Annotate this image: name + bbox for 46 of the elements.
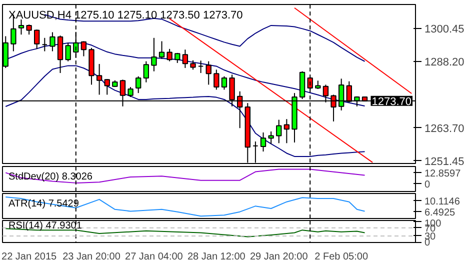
candlestick [284, 118, 290, 144]
candlestick [190, 60, 196, 70]
x-tick-label: 28 Jan 12:00 [188, 252, 246, 262]
candlestick [158, 40, 165, 60]
y-tick-label: 1288.20 [424, 56, 464, 69]
candlestick [260, 132, 266, 152]
line-series [5, 196, 366, 217]
x-tick-label: 2 Feb 05:00 [314, 252, 368, 262]
candlestick [50, 32, 56, 52]
candlestick [65, 42, 71, 62]
candlestick [166, 48, 172, 62]
candlestick [57, 35, 64, 74]
y-tick-label: 6.4925 [424, 207, 456, 218]
candlestick [26, 24, 32, 36]
y-tick-label: 12.8597 [424, 168, 462, 180]
candlestick [206, 60, 212, 86]
candlestick [198, 60, 204, 74]
chart-title: XAUUSD,H4 1275.10 1275.10 1273.50 1273.70 [8, 10, 243, 22]
candlestick [182, 49, 188, 68]
line-series [5, 65, 366, 157]
candlestick [221, 76, 228, 90]
candlestick [143, 60, 149, 83]
x-tick-label: 22 Jan 2015 [2, 252, 58, 262]
candlestick [268, 130, 274, 144]
y-tick-label: 0 [424, 179, 430, 190]
candlestick [34, 29, 40, 50]
candlestick [214, 69, 220, 90]
x-tick-label: 29 Jan 20:00 [250, 252, 308, 262]
candlestick [96, 63, 102, 96]
y-tick-label: 10.1146 [424, 196, 460, 208]
y-tick-label: 1251.45 [424, 156, 464, 168]
ref-line-label: 1273.70 [372, 96, 412, 108]
candlestick [276, 119, 282, 144]
candlestick [151, 37, 157, 72]
y-tick-label: 1300.45 [424, 24, 464, 36]
x-tick-label: 23 Jan 20:00 [62, 252, 121, 262]
candlestick [42, 37, 48, 52]
chart-title: RSI(14) 47.9301 [8, 220, 82, 232]
candlestick [18, 19, 24, 36]
line-series [5, 168, 366, 184]
y-tick-label: 1263.70 [424, 122, 464, 135]
candlestick [80, 40, 87, 57]
candlestick [104, 78, 110, 96]
candlestick [136, 76, 142, 94]
candlestick [128, 86, 134, 98]
x-tick-label: 27 Jan 04:00 [125, 252, 184, 262]
